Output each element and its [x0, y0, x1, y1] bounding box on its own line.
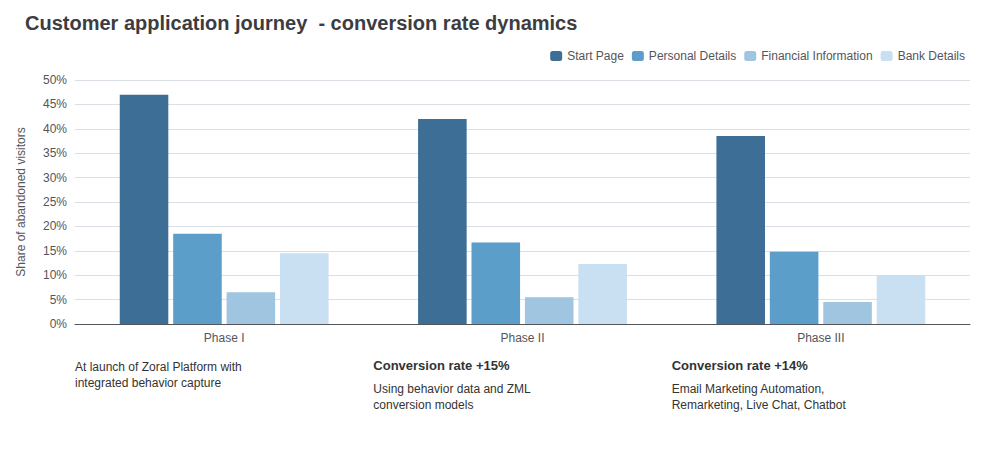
svg-text:Conversion rate +14%: Conversion rate +14% [672, 358, 809, 373]
svg-text:10%: 10% [43, 268, 67, 282]
svg-text:Phase III: Phase III [797, 331, 844, 345]
svg-text:5%: 5% [50, 293, 68, 307]
svg-text:At launch of Zoral Platform wi: At launch of Zoral Platform with [75, 360, 242, 374]
svg-text:Email Marketing Automation,: Email Marketing Automation, [672, 382, 825, 396]
svg-text:Phase I: Phase I [204, 331, 245, 345]
svg-text:35%: 35% [43, 146, 67, 160]
svg-text:conversion models: conversion models [373, 398, 473, 412]
svg-text:15%: 15% [43, 244, 67, 258]
svg-text:Financial Information: Financial Information [761, 49, 872, 63]
svg-text:Conversion rate +15%: Conversion rate +15% [373, 358, 510, 373]
svg-text:50%: 50% [43, 73, 67, 87]
svg-text:Phase II: Phase II [500, 331, 544, 345]
svg-text:20%: 20% [43, 219, 67, 233]
svg-text:Using behavior data and ZML: Using behavior data and ZML [373, 382, 531, 396]
svg-text:integrated behavior capture: integrated behavior capture [75, 376, 221, 390]
svg-text:Personal Details: Personal Details [649, 49, 736, 63]
svg-text:40%: 40% [43, 122, 67, 136]
svg-text:Share of abandoned visitors: Share of abandoned visitors [14, 127, 28, 276]
svg-text:Customer application journey: Customer application journey - conversio… [25, 12, 577, 34]
svg-text:Remarketing, Live Chat, Chatbo: Remarketing, Live Chat, Chatbot [672, 398, 847, 412]
svg-text:0%: 0% [50, 317, 68, 331]
svg-text:25%: 25% [43, 195, 67, 209]
svg-text:45%: 45% [43, 97, 67, 111]
svg-text:30%: 30% [43, 171, 67, 185]
svg-text:Bank Details: Bank Details [898, 49, 965, 63]
svg-text:Start Page: Start Page [567, 49, 624, 63]
